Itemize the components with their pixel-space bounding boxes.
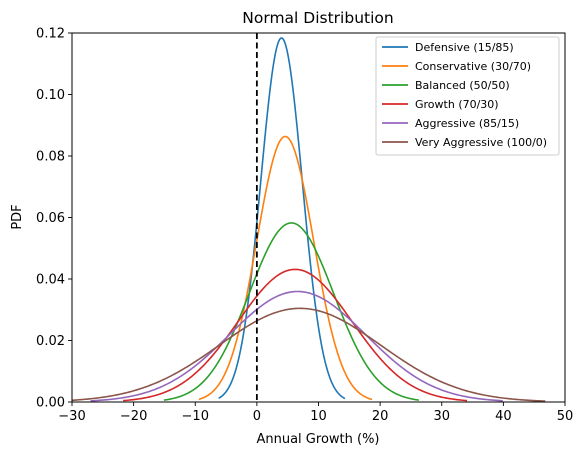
series-line-1 <box>218 37 346 400</box>
series-lines <box>72 37 546 402</box>
legend-frame <box>375 36 560 156</box>
x-tick-label: −20 <box>120 409 147 424</box>
legend-label: Growth (70/30) <box>415 98 499 111</box>
legend-label: Conservative (30/70) <box>415 60 531 73</box>
legend: Defensive (15/85) Conservative (30/70) Bal… <box>375 36 560 156</box>
y-tick-label: 0.10 <box>36 88 65 103</box>
legend-label: Very Aggressive (100/0) <box>415 136 547 149</box>
y-tick-label: 0.00 <box>36 396 65 411</box>
y-tick-label: 0.12 <box>36 27 65 42</box>
y-axis: 0.00 0.02 0.04 0.06 0.08 0.10 0.12 <box>36 27 72 411</box>
x-tick-label: −30 <box>58 409 85 424</box>
y-tick-label: 0.08 <box>36 150 65 165</box>
legend-label: Balanced (50/50) <box>415 79 510 92</box>
x-tick-label: 10 <box>310 409 327 424</box>
x-tick-label: 0 <box>253 409 261 424</box>
y-axis-label: PDF <box>10 204 25 229</box>
series-line-2 <box>198 135 373 401</box>
y-tick-label: 0.04 <box>36 273 65 288</box>
series-line-6 <box>72 307 546 402</box>
x-tick-label: 40 <box>495 409 512 424</box>
chart-title: Normal Distribution <box>242 9 393 27</box>
series-line-3 <box>163 222 420 401</box>
x-tick-label: 50 <box>557 409 574 424</box>
x-tick-label: 20 <box>372 409 389 424</box>
x-axis: −30 −20 −10 0 10 20 30 40 50 <box>58 402 573 424</box>
x-tick-label: −10 <box>182 409 209 424</box>
legend-label: Aggressive (85/15) <box>415 117 519 130</box>
series-line-5 <box>90 290 503 402</box>
series-line-4 <box>123 268 468 402</box>
y-tick-label: 0.06 <box>36 211 65 226</box>
legend-label: Defensive (15/85) <box>415 41 514 54</box>
x-tick-label: 30 <box>433 409 450 424</box>
x-axis-label: Annual Growth (%) <box>256 432 379 447</box>
y-tick-label: 0.02 <box>36 334 65 349</box>
